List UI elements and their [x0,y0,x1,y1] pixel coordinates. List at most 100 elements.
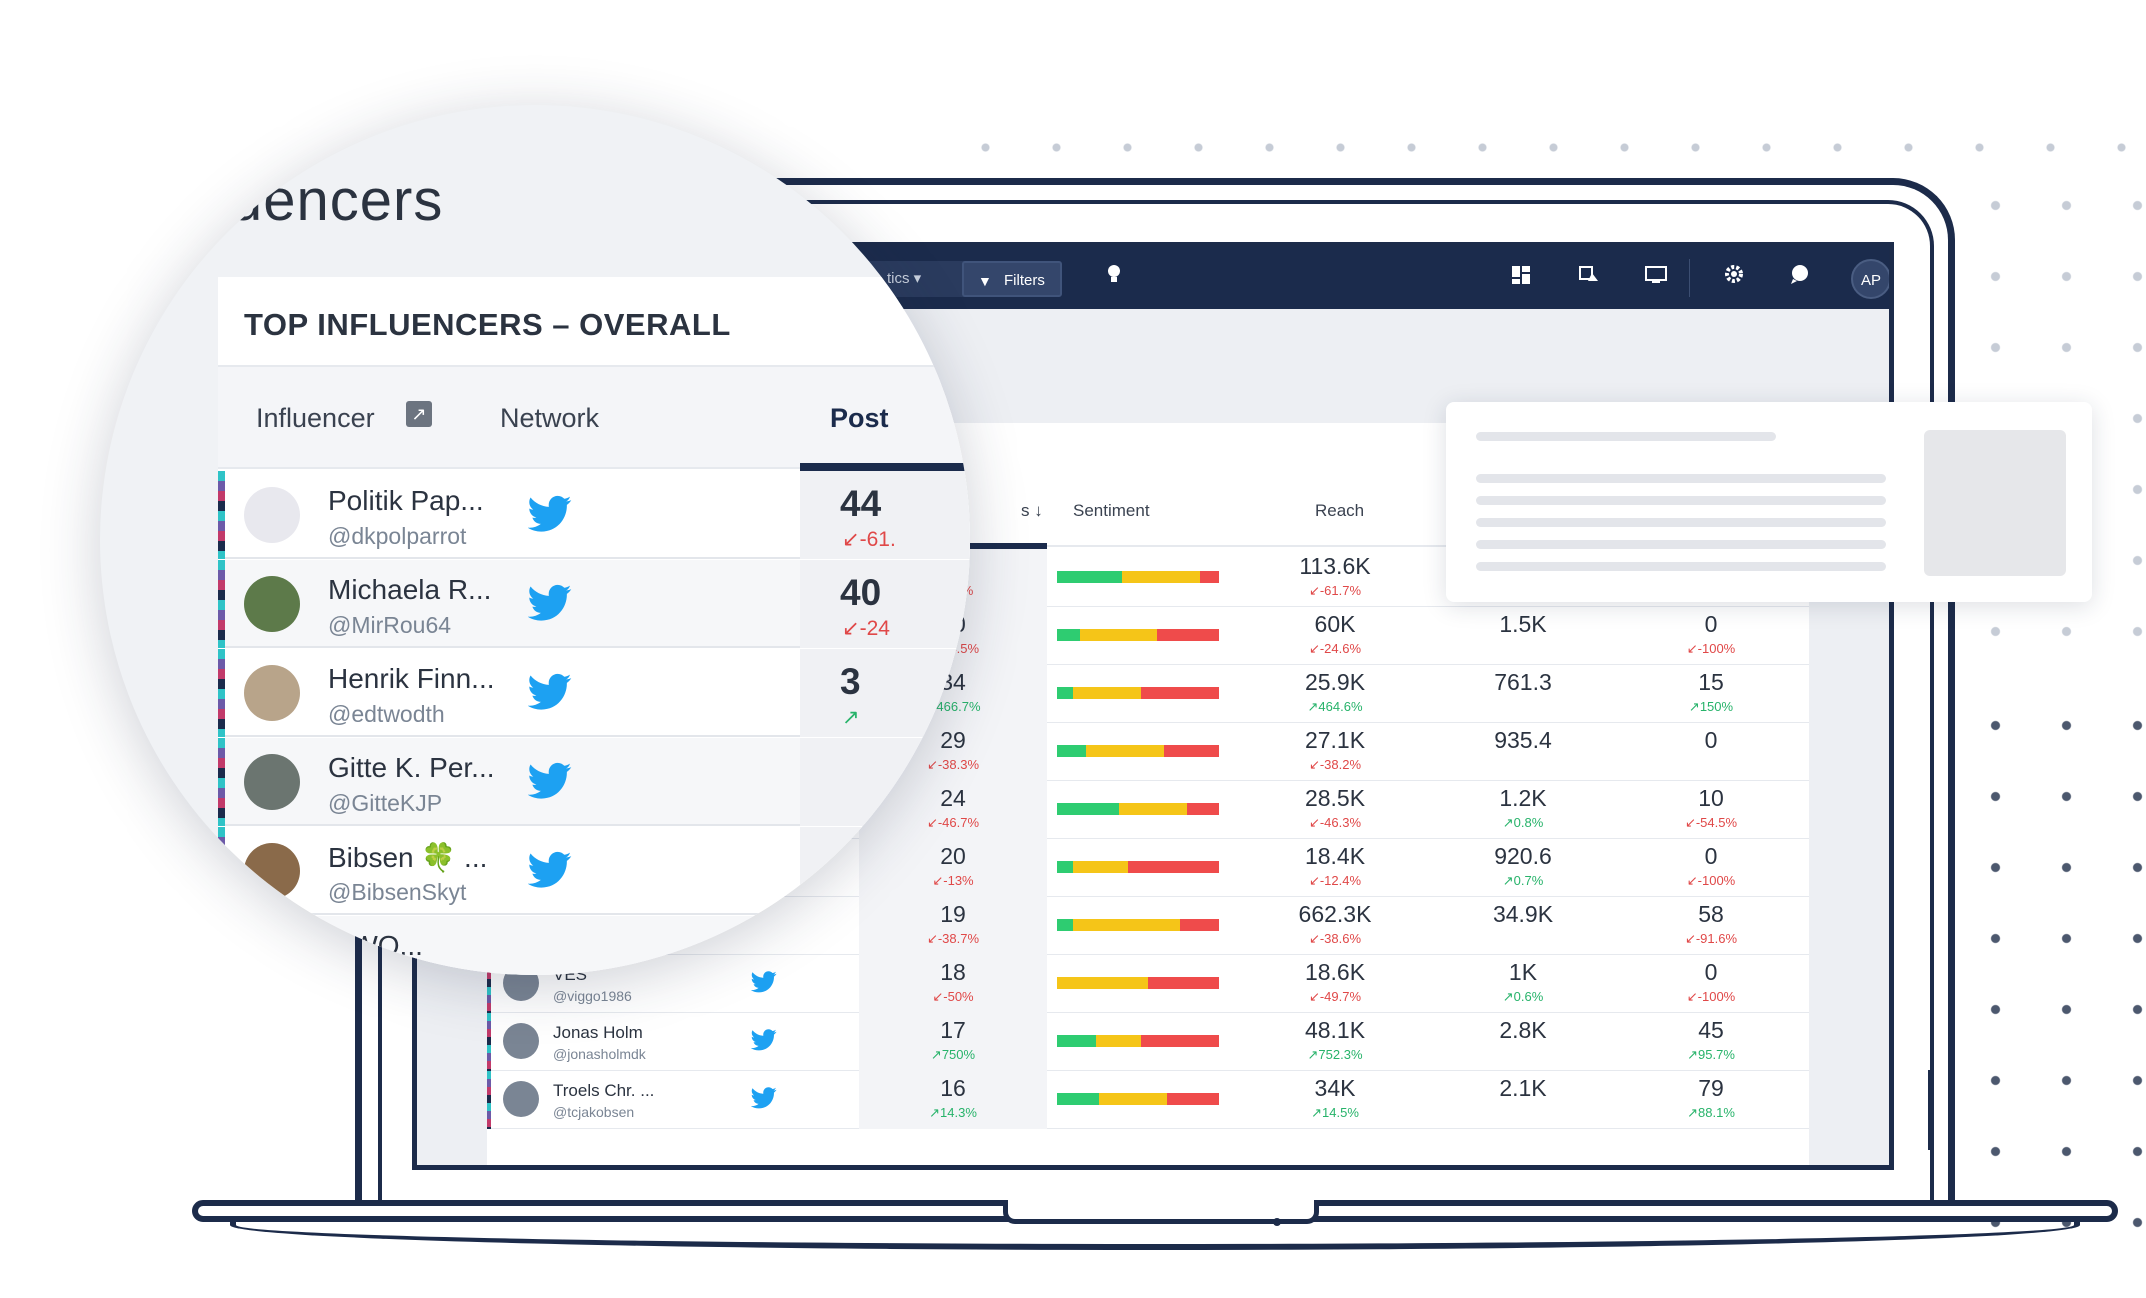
influencer-header[interactable]: Influencer [256,403,375,433]
reach-value: 28.5K [1304,785,1366,811]
table-row[interactable]: Jonas Holm @jonasholmdk 17 ↗750% 48.1K ↗752.3… [487,1013,1809,1071]
filters-button[interactable]: ▼ Filters [962,261,1062,297]
sentiment-neutral [1099,1093,1168,1105]
trend-arrow: ↙ [1686,989,1698,1004]
color-strip [218,738,225,826]
sentiment-bar [1057,861,1219,873]
sentiment-negative [1141,687,1219,699]
sentiment-negative [1180,919,1219,931]
reach-change: ↙-61.7% [1308,583,1362,598]
influencer-name[interactable]: Politik Pap... [328,485,484,516]
network-header[interactable]: Network [500,403,600,433]
avatar [244,843,300,899]
color-strip [487,1071,491,1129]
metric-value: 0 [1704,959,1718,985]
posts-cell [800,827,970,915]
color-strip [218,560,225,648]
engagement-value: 935.4 [1494,727,1552,753]
twitter-icon [750,1087,777,1109]
influencer-handle: @MirRou64 [328,612,452,638]
color-strip [487,1013,491,1071]
color-strip [487,955,491,1013]
avatar [503,1023,539,1059]
reach-value: 662.3K [1298,901,1372,927]
metric-value: 15 [1698,669,1724,695]
influencer-name[interactable]: Bibsen 🍀 ... [328,842,488,873]
table-row[interactable]: Politik Pap... @dkpolparrot 44 ↙-61. [218,471,970,559]
reach-value: 34K [1314,1075,1356,1101]
external-link-icon[interactable]: ↗ [406,401,432,427]
trend-arrow: ↙ [842,528,860,551]
alert-icon[interactable] [1573,261,1607,295]
reach-header[interactable]: Reach [1315,501,1365,520]
influencer-name[interactable]: n WO... [328,930,423,961]
reach-value: 18.6K [1304,959,1366,985]
influencer-handle: @edtwodth [328,701,445,727]
twitter-icon [527,851,572,889]
posts-change: ↗14.3% [929,1105,977,1120]
reach-value: 48.1K [1304,1017,1366,1043]
table-row[interactable]: Gitte K. Per... @GitteKJP [218,738,970,826]
table-row[interactable]: Bibsen 🍀 ... @BibsenSkyt [218,827,970,915]
engagement-change: ↗0.6% [1502,989,1544,1004]
placeholder-line [1476,474,1886,483]
twitter-icon [527,495,572,533]
trend-arrow: ↙ [1684,931,1696,946]
posts-value: 40 [840,572,882,613]
sentiment-neutral [1095,1035,1142,1047]
posts-value: 44 [840,483,882,524]
sentiment-bar [1057,919,1219,931]
influencer-name[interactable]: Jonas Holm [553,1023,643,1042]
user-avatar[interactable]: AP [1851,259,1889,299]
filter-icon: ▼ [978,273,992,289]
monitor-icon[interactable] [1639,261,1673,295]
posts-header[interactable]: s ↓ [1021,501,1043,520]
card-title: TOP INFLUENCERS – OVERALL [244,307,731,342]
engagement-change: ↗0.7% [1502,873,1544,888]
reach-change: ↙-38.6% [1308,931,1362,946]
trend-arrow: ↗ [1688,699,1700,714]
dashboard-icon[interactable] [1504,261,1538,295]
avatar [244,665,300,721]
table-row[interactable]: Henrik Finn... @edtwodth 3 ↗ [218,649,970,737]
trend-arrow: ↗ [1687,1047,1699,1062]
sentiment-positive [1057,687,1074,699]
laptop-notch [1003,1200,1319,1224]
table-row[interactable]: Michaela R... @MirRou64 40 ↙-24 [218,560,970,648]
laptop-notch-dot [1273,1218,1281,1226]
influencer-name[interactable]: Michaela R... [328,574,492,605]
bulb-icon[interactable] [1105,263,1123,293]
influencer-handle: @jonasholmdk [553,1046,646,1062]
metric-change: ↙-54.5% [1684,815,1738,830]
engagement-value: 920.6 [1494,843,1552,869]
reach-value: 27.1K [1304,727,1366,753]
posts-cell [800,649,970,737]
sentiment-header[interactable]: Sentiment [1073,501,1150,520]
sentiment-bar [1057,1035,1219,1047]
trend-arrow: ↗ [929,1105,941,1120]
magnifier-lens: uencers TOP INFLUENCERS – OVERALL Influe… [100,105,970,975]
metric-value: 79 [1698,1075,1724,1101]
metric-change: ↙-100% [1686,641,1736,656]
chat-icon[interactable] [1783,261,1817,295]
engagement-value: 761.3 [1494,669,1552,695]
sentiment-neutral [1073,861,1129,873]
avatar [244,754,300,810]
table-row[interactable]: n WO... [218,916,970,975]
trend-arrow: ↙ [1308,641,1320,656]
influencer-name[interactable]: Troels Chr. ... [553,1081,655,1100]
page-title: uencers [230,168,444,233]
dot-pattern-top [950,112,2146,172]
sentiment-positive [1057,629,1080,641]
reach-change: ↙-46.3% [1308,815,1362,830]
influencer-name[interactable]: Henrik Finn... [328,663,495,694]
posts-header[interactable]: Post [830,403,889,433]
gear-icon[interactable] [1717,261,1751,295]
laptop-edge [1928,1070,1933,1150]
table-row[interactable]: Troels Chr. ... @tcjakobsen 16 ↗14.3% 34K ↗14… [487,1071,1809,1129]
trend-arrow: ↙ [932,989,944,1004]
sentiment-negative [1147,977,1219,989]
reach-value: 25.9K [1304,669,1366,695]
influencer-name[interactable]: Gitte K. Per... [328,752,495,783]
reach-change: ↙-38.2% [1308,757,1362,772]
